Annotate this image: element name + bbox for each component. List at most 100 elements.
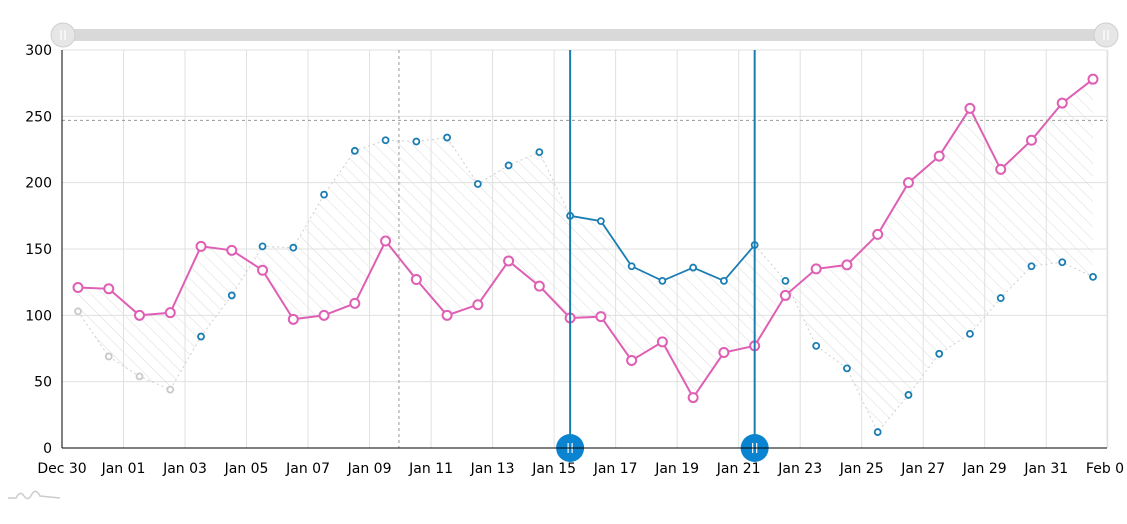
x-tick-label: Jan 29 xyxy=(962,461,1007,477)
series-1-line xyxy=(77,78,1094,400)
series-2-point xyxy=(535,148,544,157)
x-tick-label: Jan 25 xyxy=(839,461,884,477)
series-2-line-selected xyxy=(570,213,755,282)
x-tick-label: Jan 27 xyxy=(900,461,945,477)
x-tick-label: Jan 03 xyxy=(162,461,207,477)
x-tick-label: Jan 19 xyxy=(654,461,699,477)
series-1-point xyxy=(441,309,453,321)
series-2-point xyxy=(227,291,236,300)
series-1-point xyxy=(72,281,84,293)
series-1-point xyxy=(349,297,361,309)
y-tick-label: 0 xyxy=(43,441,52,457)
difference-fill xyxy=(78,79,1093,433)
series-2-point xyxy=(504,161,513,170)
series-2-point xyxy=(320,190,328,199)
series-1-point xyxy=(134,309,146,321)
scrollbar[interactable] xyxy=(50,22,1119,48)
cursor-crosshair xyxy=(62,50,1107,448)
series-1-point xyxy=(503,255,515,267)
x-tick-label: Jan 21 xyxy=(716,461,761,477)
series-2-point xyxy=(74,307,82,316)
series-1-point xyxy=(718,346,730,358)
chart-logo xyxy=(8,490,61,500)
series-2-point xyxy=(1058,258,1067,267)
series-1-point xyxy=(257,264,269,276)
series-1-point xyxy=(533,280,545,292)
x-tick-label: Jan 13 xyxy=(470,461,515,477)
series-2-point xyxy=(966,330,974,338)
x-tick-label: Jan 17 xyxy=(593,461,638,477)
x-tick-label: Jan 15 xyxy=(531,461,576,477)
x-tick-label: Dec 30 xyxy=(37,461,86,477)
series-1-point xyxy=(195,240,207,252)
series-1-point xyxy=(1025,134,1037,146)
series-1-point xyxy=(1087,73,1099,85)
series-2-point xyxy=(350,146,359,155)
series-1-point xyxy=(410,274,422,286)
series-2-point xyxy=(812,341,821,350)
series-2-point xyxy=(1089,272,1097,281)
series-1-point xyxy=(226,244,238,256)
series-1-point xyxy=(472,299,484,311)
series-1-point xyxy=(656,336,668,348)
series-1-point xyxy=(164,307,176,319)
series-1-point xyxy=(872,228,884,240)
x-tick-label: Jan 31 xyxy=(1023,461,1068,477)
series-1-point xyxy=(626,354,638,366)
series-2-point xyxy=(104,352,113,361)
series-2-point xyxy=(596,217,605,226)
y-tick-label: 200 xyxy=(25,176,52,192)
series-1-point xyxy=(595,311,607,323)
scrollbar-start-grip[interactable] xyxy=(50,22,76,48)
series-2-point xyxy=(473,180,482,188)
series-2-point xyxy=(1027,262,1036,271)
x-tick-label: Jan 09 xyxy=(347,461,392,477)
difference-area xyxy=(78,79,1093,433)
series-2-point xyxy=(412,137,421,146)
y-tick-label: 250 xyxy=(25,109,52,125)
series-1-point xyxy=(964,102,976,114)
series-1-point xyxy=(687,392,699,404)
series-1-point xyxy=(318,309,330,321)
series-2-point xyxy=(781,276,790,285)
y-tick-label: 150 xyxy=(25,242,52,258)
series-2-point xyxy=(135,372,144,381)
series-1-point xyxy=(841,259,853,271)
series-layer xyxy=(72,73,1099,436)
series-1-point xyxy=(287,313,299,325)
series-1-point xyxy=(933,150,945,162)
x-tick-label: Feb 0 xyxy=(1086,461,1124,477)
x-tick-label: Jan 05 xyxy=(224,461,269,477)
series-1-point xyxy=(380,235,392,247)
series-1-point xyxy=(103,283,115,295)
x-tick-label: Jan 07 xyxy=(285,461,330,477)
series-2-point xyxy=(658,276,667,285)
series-2-point xyxy=(873,428,882,436)
series-1-point xyxy=(902,177,914,189)
series-2-point xyxy=(935,349,944,358)
series-1-point xyxy=(810,263,822,275)
series-2-point xyxy=(381,136,390,145)
series-2-point xyxy=(197,332,205,341)
x-tick-label: Jan 01 xyxy=(101,461,146,477)
axes: 0 50 100 150 200 250 300 Dec 30 Jan 01 Jan 03 Jan … xyxy=(25,43,1124,477)
series-2-point xyxy=(289,243,298,252)
series-2-point xyxy=(166,385,175,394)
y-tick-label: 50 xyxy=(34,375,52,391)
series-2-point xyxy=(720,276,728,285)
scrollbar-end-grip[interactable] xyxy=(1093,22,1119,48)
series-1-point xyxy=(1056,97,1068,109)
series-2-point xyxy=(443,133,451,142)
series-2-point xyxy=(258,242,267,251)
x-tick-label: Jan 11 xyxy=(408,461,453,477)
scrollbar-track[interactable] xyxy=(62,29,1107,41)
series-2-point xyxy=(627,262,636,271)
series-1-point xyxy=(995,163,1007,175)
series-2-point xyxy=(996,294,1005,302)
y-tick-label: 100 xyxy=(25,308,52,324)
series-1-point xyxy=(779,289,791,301)
y-tick-label: 300 xyxy=(25,43,52,59)
x-tick-label: Jan 23 xyxy=(777,461,822,477)
series-2-point xyxy=(689,263,698,272)
